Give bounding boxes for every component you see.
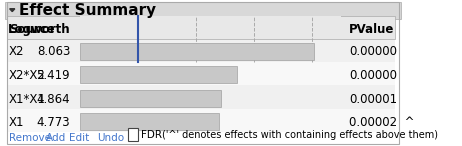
FancyBboxPatch shape	[80, 90, 221, 107]
Text: 0.00001: 0.00001	[349, 93, 397, 106]
Text: 0.00002  ^: 0.00002 ^	[349, 116, 414, 129]
FancyBboxPatch shape	[128, 128, 138, 141]
FancyBboxPatch shape	[7, 85, 395, 109]
Text: Edit: Edit	[69, 133, 89, 143]
Text: Undo: Undo	[97, 133, 124, 143]
FancyBboxPatch shape	[7, 16, 395, 39]
Text: 8.063: 8.063	[37, 45, 70, 58]
FancyBboxPatch shape	[7, 62, 395, 85]
Text: 0.00000: 0.00000	[349, 69, 397, 82]
Text: Add: Add	[46, 133, 67, 143]
Text: 5.419: 5.419	[36, 69, 70, 82]
Text: 4.864: 4.864	[36, 93, 70, 106]
FancyBboxPatch shape	[7, 38, 395, 62]
Text: ('^' denotes effects with containing effects above them): ('^' denotes effects with containing eff…	[162, 130, 438, 140]
FancyBboxPatch shape	[80, 66, 237, 83]
FancyBboxPatch shape	[5, 2, 401, 19]
Text: X2*X2: X2*X2	[9, 69, 46, 82]
FancyBboxPatch shape	[80, 16, 341, 39]
Text: FDR: FDR	[141, 130, 162, 140]
FancyBboxPatch shape	[80, 113, 219, 130]
Text: 4.773: 4.773	[36, 116, 70, 129]
Text: X1*X1: X1*X1	[9, 93, 46, 106]
FancyBboxPatch shape	[7, 109, 395, 132]
Text: X2: X2	[9, 45, 24, 58]
Text: Remove: Remove	[9, 133, 51, 143]
Text: X1: X1	[9, 116, 24, 129]
Text: Effect Summary: Effect Summary	[19, 3, 156, 18]
Text: 0.00000: 0.00000	[349, 45, 397, 58]
FancyBboxPatch shape	[80, 42, 314, 60]
Text: PValue: PValue	[349, 23, 395, 36]
Polygon shape	[10, 9, 15, 12]
Text: Logworth: Logworth	[7, 23, 70, 36]
Text: Source: Source	[9, 23, 55, 36]
